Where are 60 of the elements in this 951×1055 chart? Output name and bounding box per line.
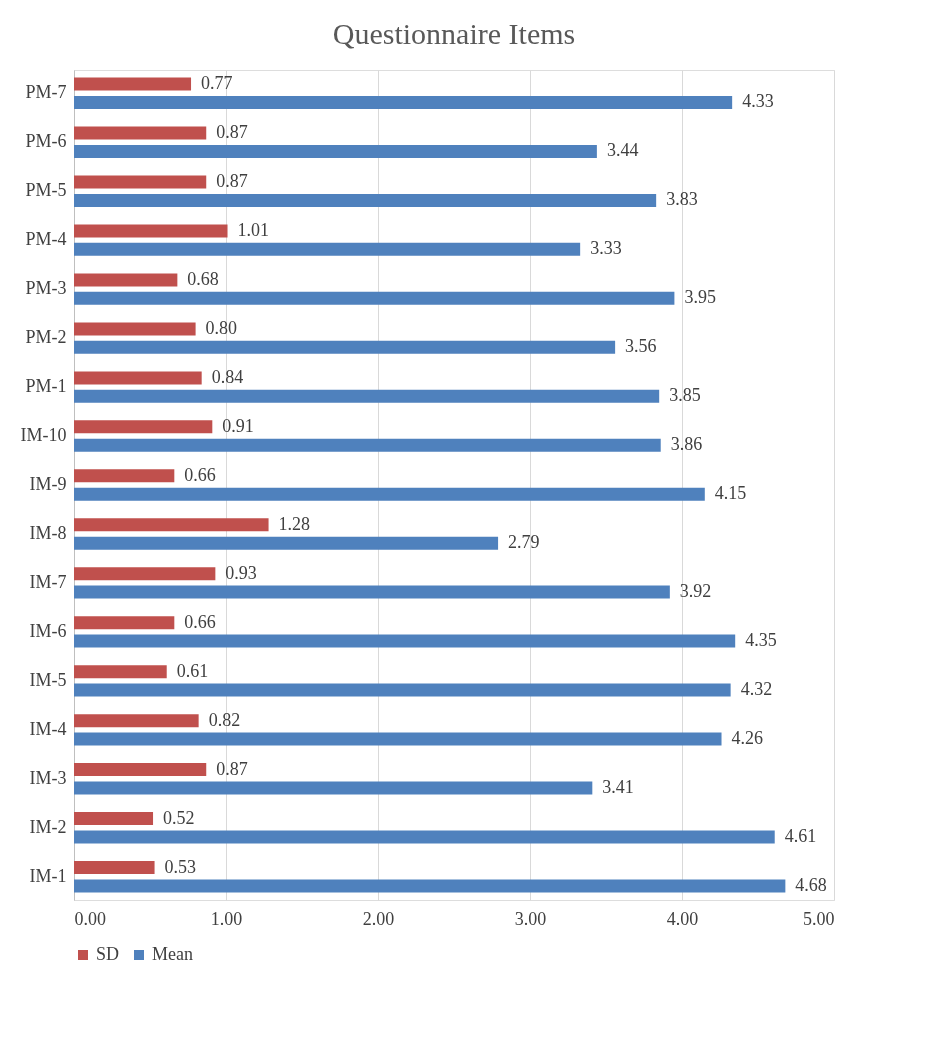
data-label: 0.68 <box>187 268 219 289</box>
y-tick-label: PM-6 <box>25 131 67 152</box>
x-tick-label: 0.00 <box>74 908 106 929</box>
data-label: 3.95 <box>684 287 716 308</box>
y-tick-label: PM-1 <box>25 376 67 397</box>
data-label: 3.92 <box>679 581 712 602</box>
y-tick-label: IM-9 <box>29 474 67 494</box>
data-label: 0.53 <box>164 856 197 877</box>
data-label: 3.41 <box>602 776 634 797</box>
data-label: 3.33 <box>590 238 622 259</box>
data-label: 4.68 <box>795 874 827 895</box>
x-tick-label: 1.00 <box>210 908 243 929</box>
data-label: 0.77 <box>201 73 233 94</box>
data-label: 0.82 <box>208 709 241 730</box>
data-label: 4.61 <box>784 825 817 846</box>
data-label: 0.80 <box>205 317 238 338</box>
y-tick-label: PM-5 <box>25 180 67 201</box>
y-tick-label: IM-10 <box>20 425 67 446</box>
data-label: 4.33 <box>742 91 774 112</box>
data-label: 1.28 <box>278 513 311 534</box>
data-label: 4.15 <box>714 483 747 504</box>
legend-label: Mean <box>152 944 193 964</box>
data-label: 3.44 <box>606 140 639 161</box>
data-label: 3.56 <box>625 336 657 357</box>
data-label: 2.79 <box>508 532 540 553</box>
y-tick-label: IM-5 <box>29 669 67 690</box>
y-tick-label: IM-7 <box>29 571 67 592</box>
x-tick-label: 4.00 <box>666 908 699 929</box>
data-label: 3.83 <box>666 189 698 210</box>
data-label: 3.86 <box>670 434 703 455</box>
y-tick-label: IM-4 <box>29 718 67 739</box>
y-tick-label: IM-6 <box>29 620 67 641</box>
data-label: 3.85 <box>669 385 701 406</box>
y-tick-label: IM-8 <box>29 522 67 543</box>
x-tick-label: 5.00 <box>803 908 835 929</box>
y-tick-label: IM-2 <box>29 816 67 837</box>
x-tick-label: 3.00 <box>514 908 547 929</box>
data-label: 0.87 <box>216 122 248 143</box>
data-label: 4.26 <box>731 728 764 749</box>
data-label: 4.35 <box>745 630 777 651</box>
data-label: 1.01 <box>237 219 270 240</box>
data-label: 0.84 <box>211 366 244 387</box>
x-tick-label: 2.00 <box>362 908 395 929</box>
y-tick-label: IM-1 <box>29 865 67 886</box>
y-tick-label: IM-3 <box>29 767 67 788</box>
chart-title: Questionnaire Items <box>332 17 576 50</box>
data-label: 0.52 <box>163 807 195 828</box>
data-label: 0.93 <box>225 562 257 583</box>
y-tick-label: PM-7 <box>25 82 67 103</box>
data-label: 0.66 <box>184 611 216 632</box>
data-label: 0.87 <box>216 171 248 192</box>
y-tick-label: PM-3 <box>25 278 67 299</box>
data-label: 4.32 <box>740 679 773 700</box>
legend-label: SD <box>96 944 120 964</box>
y-tick-label: PM-4 <box>25 229 67 250</box>
data-label: 0.91 <box>222 415 254 436</box>
y-tick-label: PM-2 <box>25 327 67 348</box>
data-label: 0.61 <box>176 660 209 681</box>
data-label: 0.66 <box>184 464 216 485</box>
data-label: 0.87 <box>216 758 248 779</box>
